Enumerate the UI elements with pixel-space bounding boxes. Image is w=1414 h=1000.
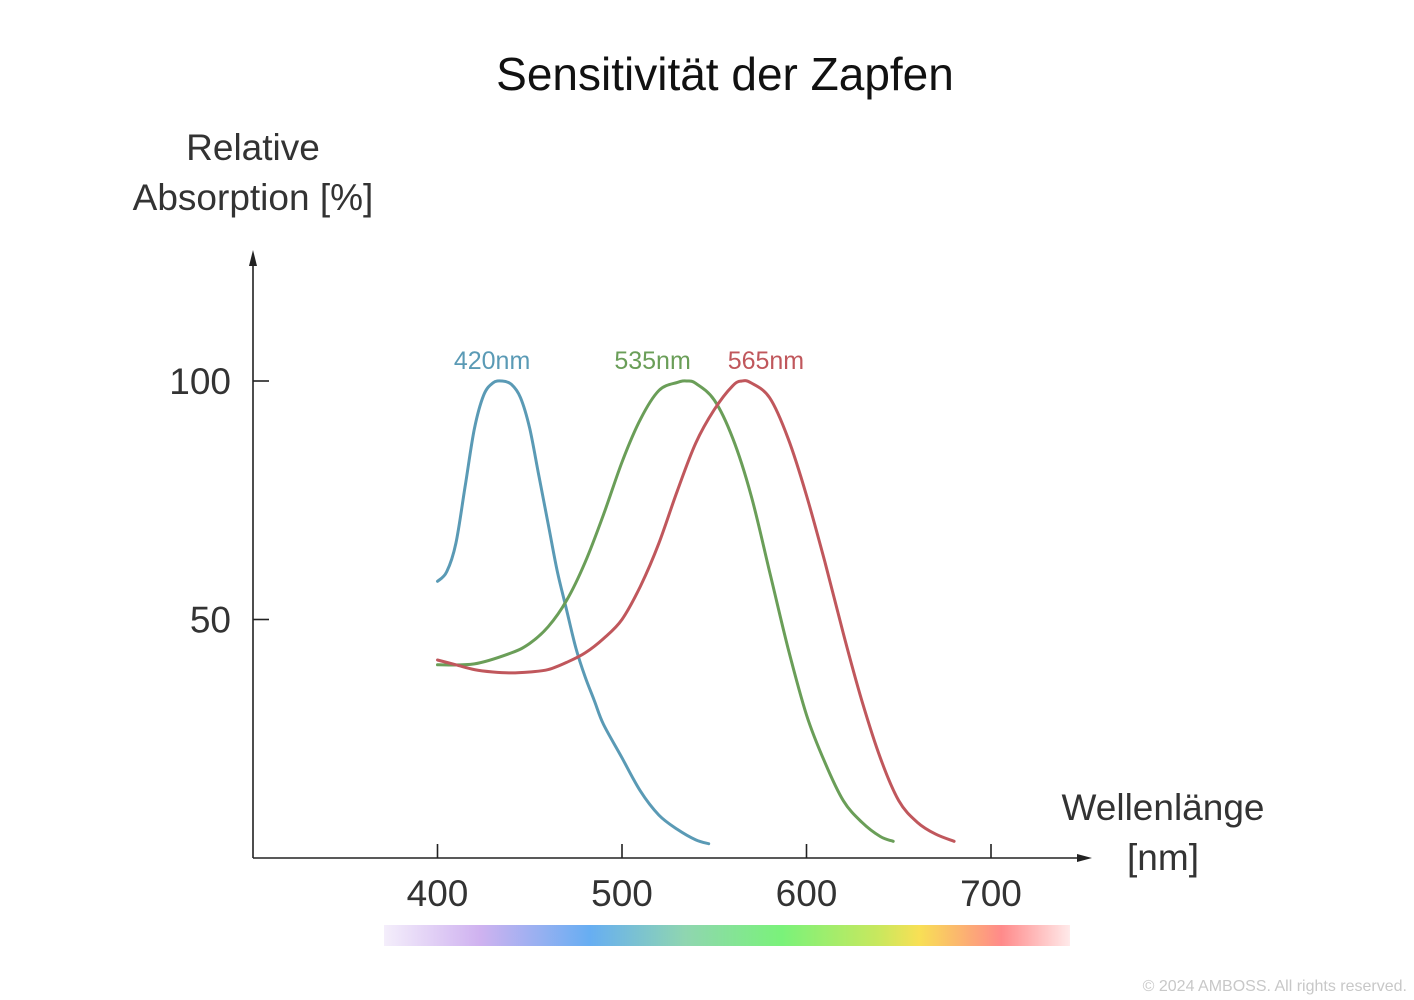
x-axis-label-line1: Wellenlänge [1062,787,1265,828]
x-axis-label-line2: [nm] [1127,837,1199,878]
chart-title: Sensitivität der Zapfen [496,48,954,100]
x-tick-label-500: 500 [591,873,653,914]
y-axis-label-line2: Absorption [%] [133,177,374,218]
x-tick-label-400: 400 [407,873,469,914]
y-axis-label-line1: Relative [186,127,320,168]
x-tick-label-700: 700 [960,873,1022,914]
series-line-420nm [436,379,711,846]
series-label-565nm: 565nm [728,347,804,375]
series-line-565nm [436,379,956,843]
y-axis-arrow [249,250,257,266]
series-label-420nm: 420nm [454,347,530,375]
x-axis-arrow [1077,854,1092,862]
y-tick-label-100: 100 [169,361,231,402]
spectrum-bar [384,925,1070,946]
y-tick-label-50: 50 [190,600,231,641]
x-tick-label-600: 600 [776,873,838,914]
copyright-notice: © 2024 AMBOSS. All rights reserved. [1142,978,1407,995]
series-label-535nm: 535nm [614,347,690,375]
series-line-535nm [436,379,895,843]
